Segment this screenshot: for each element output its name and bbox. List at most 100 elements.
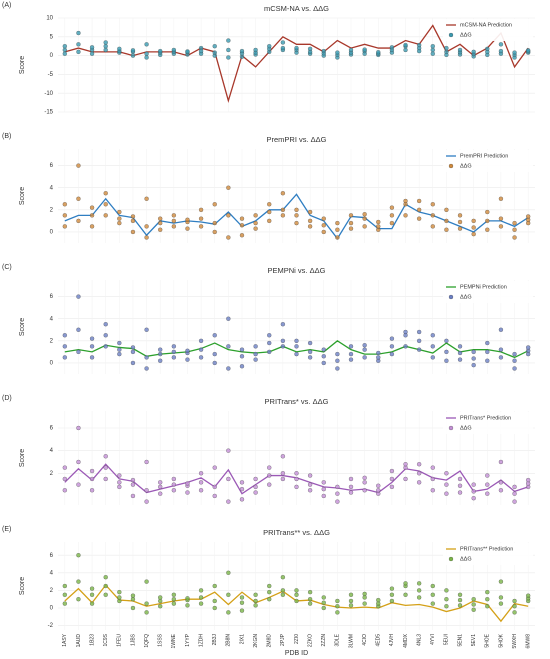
y-tick-label: 0 [50,230,54,236]
data-point [89,592,95,597]
data-point [498,579,504,584]
data-point [335,598,340,604]
data-point [144,499,149,504]
data-point [267,597,272,602]
data-point [430,224,435,229]
data-point [498,196,504,201]
data-point [280,592,286,597]
data-point [362,601,367,606]
data-point [417,595,422,600]
data-point [430,344,435,349]
data-point [430,51,435,56]
data-point [144,196,149,201]
data-point [130,349,136,355]
data-point [362,212,367,217]
data-point [444,471,449,476]
data-point [212,465,217,470]
data-point [417,581,422,586]
panel-label: (D) [2,395,12,402]
data-point [417,216,422,221]
data-point [485,597,490,602]
data-point [212,484,217,490]
x-tick-label: 2B3J [212,634,218,646]
data-point [389,351,395,357]
chart-title: PremPRI vs. ΔΔG [266,135,326,144]
data-point [226,570,231,575]
data-point [185,357,190,362]
x-tick-label: 1FEU [117,634,123,647]
data-point [307,601,313,606]
x-axis-label: PDB ID [285,650,308,657]
x-tick-label: 5HOE [485,633,491,647]
data-point [526,345,531,350]
data-point [117,473,122,478]
data-point [103,191,108,196]
data-point [253,598,258,604]
data-point [267,44,272,49]
data-point [171,597,176,602]
data-point [89,205,95,210]
data-point [376,483,381,488]
data-point [417,207,422,212]
x-tick-label: 2IX1 [239,634,245,645]
data-point [239,347,245,352]
data-point [130,214,136,219]
data-point [335,604,340,609]
data-point [158,227,163,232]
data-point [239,216,245,221]
data-point [430,47,435,53]
data-point [498,48,504,54]
data-point [253,344,258,349]
data-point [430,601,435,606]
data-point [335,610,340,615]
data-point [144,601,149,606]
data-point [280,588,286,593]
data-point [267,349,272,355]
y-axis-label: Score [19,56,26,74]
data-point [130,593,136,598]
data-point [144,42,149,47]
data-point [239,480,245,485]
data-point [267,583,272,589]
data-point [62,333,67,338]
data-point [457,47,463,53]
x-tick-label: 1WNE [171,633,177,648]
data-point [362,216,367,221]
data-point [267,482,272,487]
data-point [267,202,272,207]
x-tick-label: 1SSS [158,633,164,646]
data-point [389,586,395,591]
x-tick-label: 2B8N [226,634,232,647]
data-point [103,47,108,53]
data-point [158,358,163,363]
data-point [362,488,367,493]
data-point [62,488,67,493]
data-point [403,592,408,597]
data-point [389,476,395,482]
data-point [417,42,422,48]
data-point [253,357,258,362]
data-point [526,214,531,219]
data-point [76,196,81,201]
chart-title: PRITrans* vs. ΔΔG [265,397,329,406]
data-point [158,480,163,485]
data-point [362,480,367,485]
data-point [171,344,176,349]
data-point [389,344,395,349]
data-point [130,48,136,53]
data-point [362,343,367,348]
data-point [280,322,286,327]
data-point [444,218,449,224]
data-point [321,216,326,221]
data-point [103,583,108,589]
data-point [185,603,190,608]
data-point [307,46,313,51]
data-point [267,333,272,338]
data-point [212,333,217,338]
data-point [198,207,204,212]
data-point [457,490,463,495]
data-point [512,220,517,226]
data-point [457,219,463,225]
x-tick-label: 4CIO [362,634,368,646]
legend-marker [448,163,454,169]
